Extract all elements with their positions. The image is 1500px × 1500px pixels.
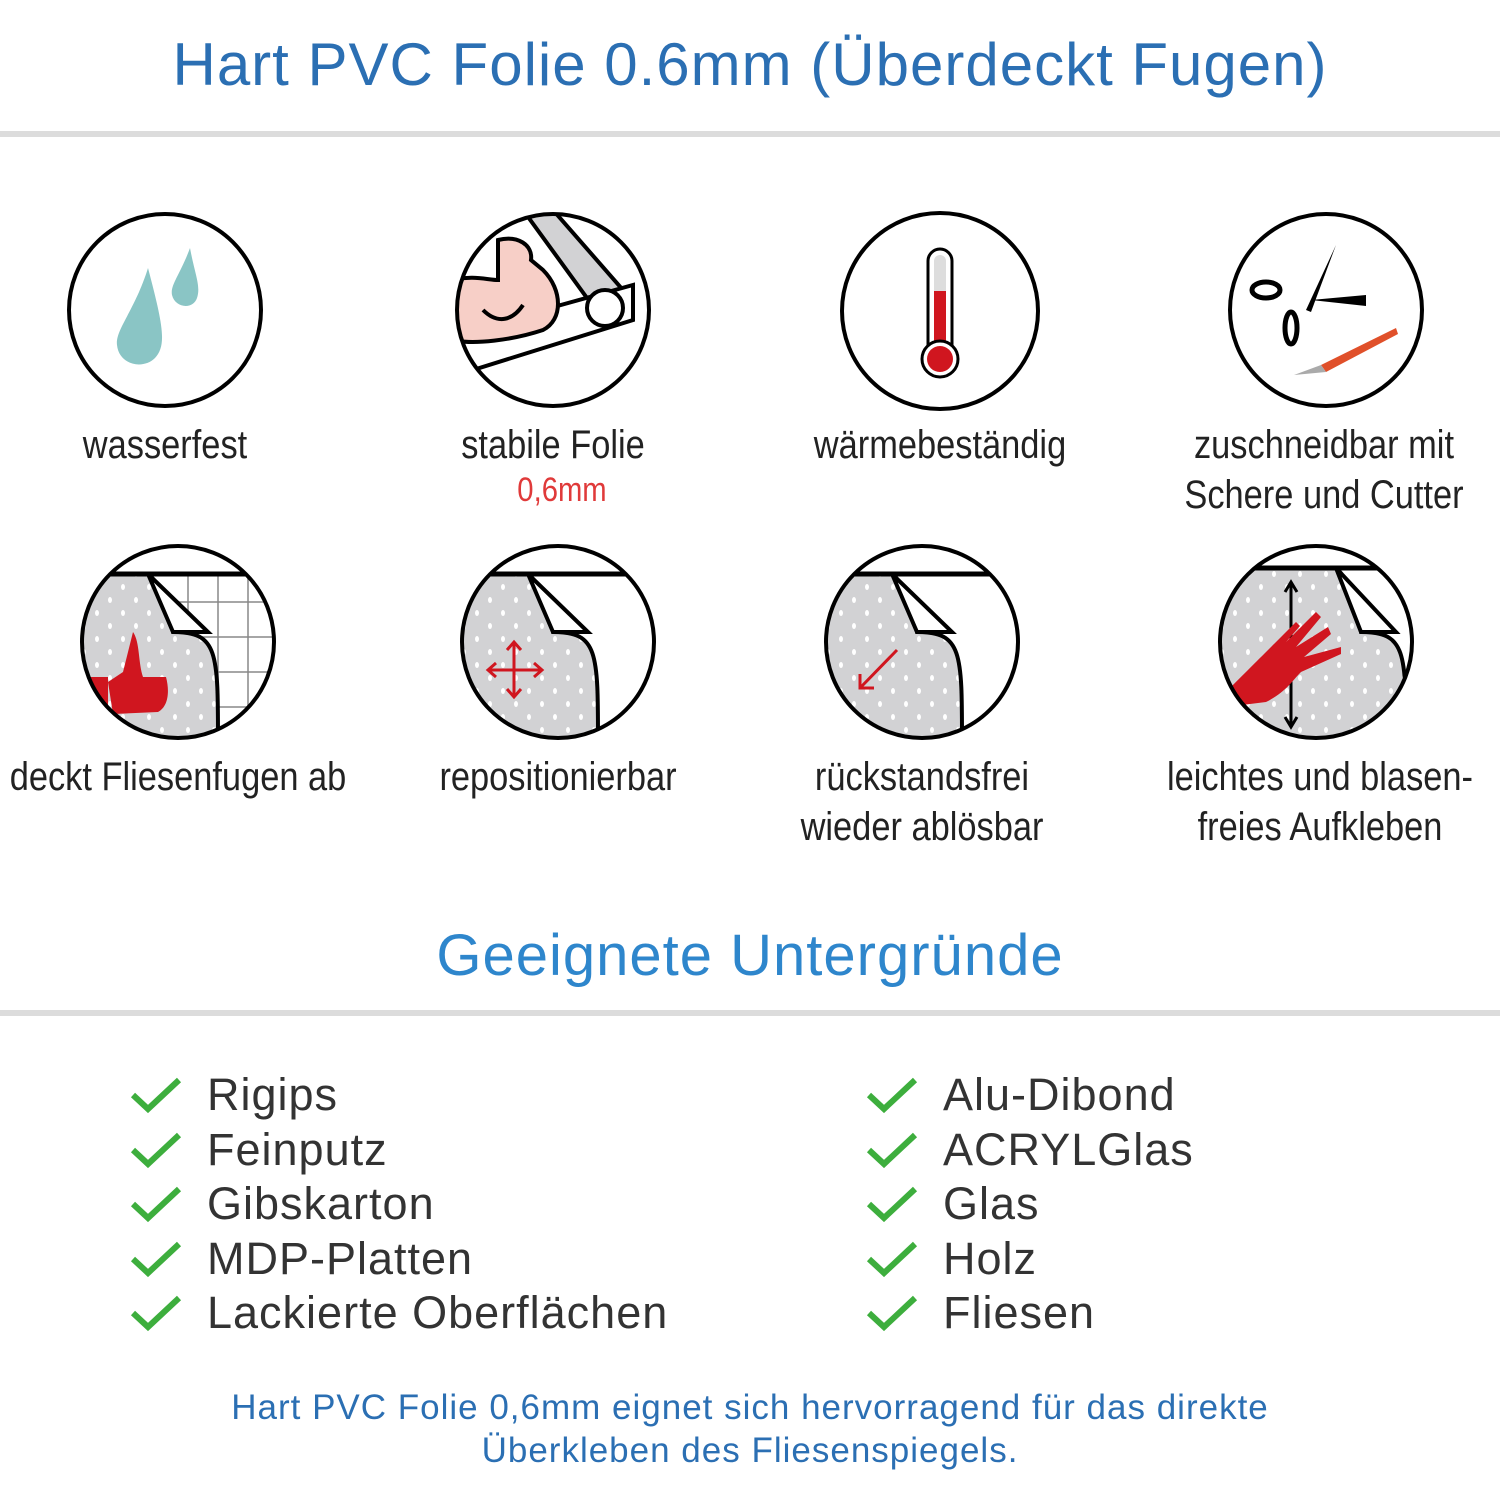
hand-smoothing-icon [1218,544,1414,740]
checkmark-icon [130,1241,182,1277]
feature-label-residue-free-line2: wieder ablösbar [800,805,1044,849]
feature-label-cuttable: zuschneidbar mit [1193,423,1455,467]
surface-label: Feinputz [207,1123,388,1175]
checkmark-icon [866,1296,918,1332]
surface-item: ACRYLGlas [866,1123,1194,1178]
footer-line-1: Hart PVC Folie 0,6mm eignet sich hervorr… [231,1388,1269,1427]
scissors-cutter-icon [1228,212,1424,408]
surface-label: ACRYLGlas [943,1123,1194,1175]
surfaces-list-right: Alu-Dibond ACRYLGlas Glas Holz Fliesen [866,1068,1194,1341]
surface-label: Gibskarton [207,1178,435,1230]
surface-item: Holz [866,1232,1194,1287]
surface-label: Fliesen [943,1287,1096,1339]
checkmark-icon [866,1078,918,1114]
feature-thickness-highlight: 0,6mm [517,471,607,509]
checkmark-icon [866,1241,918,1277]
thermometer-icon [840,211,1040,411]
feature-label-easy-apply: leichtes und blasen- [1167,755,1473,799]
divider [0,1010,1500,1016]
surface-item: Fliesen [866,1286,1194,1341]
surface-item: Gibskarton [130,1177,668,1232]
feature-label-cuttable-line2: Schere und Cutter [1184,473,1464,517]
surface-item: Glas [866,1177,1194,1232]
surface-label: Alu-Dibond [943,1069,1176,1121]
checkmark-icon [866,1187,918,1223]
surface-item: Alu-Dibond [866,1068,1194,1123]
divider [0,131,1500,137]
strong-arm-foil-icon [455,212,651,408]
section-title-surfaces: Geeignete Untergründe [436,923,1064,988]
feature-label-heat-resistant: wärmebeständig [813,423,1067,467]
feature-label-covers-joints: deckt Fliesenfugen ab [9,755,347,799]
water-drops-icon [67,212,263,408]
surface-item: MDP-Platten [130,1232,668,1287]
footer-note: Hart PVC Folie 0,6mm eignet sich hervorr… [0,1386,1500,1472]
surface-item: Lackierte Oberflächen [130,1286,668,1341]
feature-label-residue-free: rückstandsfrei [814,755,1030,799]
checkmark-icon [130,1078,182,1114]
checkmark-icon [866,1132,918,1168]
surface-label: Holz [943,1232,1038,1284]
surface-label: Rigips [207,1069,339,1121]
surfaces-list-left: Rigips Feinputz Gibskarton MDP-Platten Lacki… [130,1068,668,1341]
feature-label-easy-apply-line2: freies Aufkleben [1197,805,1443,849]
move-arrows-icon [460,544,656,740]
checkmark-icon [130,1132,182,1168]
checkmark-icon [130,1187,182,1223]
surface-item: Rigips [130,1068,668,1123]
checkmark-icon [130,1296,182,1332]
feature-label-waterproof: wasserfest [82,423,248,467]
footer-line-2: Überkleben des Fliesenspiegels. [481,1431,1019,1470]
page-title: Hart PVC Folie 0.6mm (Überdeckt Fugen) [172,31,1328,98]
feature-label-repositionable: repositionierbar [439,755,677,799]
surface-item: Feinputz [130,1123,668,1178]
thumbs-up-tiles-icon [80,544,276,740]
surface-label: Glas [943,1178,1040,1230]
peel-arrow-icon [824,544,1020,740]
surface-label: Lackierte Oberflächen [207,1287,669,1339]
feature-label-stable-foil: stabile Folie [461,423,645,467]
surface-label: MDP-Platten [207,1232,474,1284]
